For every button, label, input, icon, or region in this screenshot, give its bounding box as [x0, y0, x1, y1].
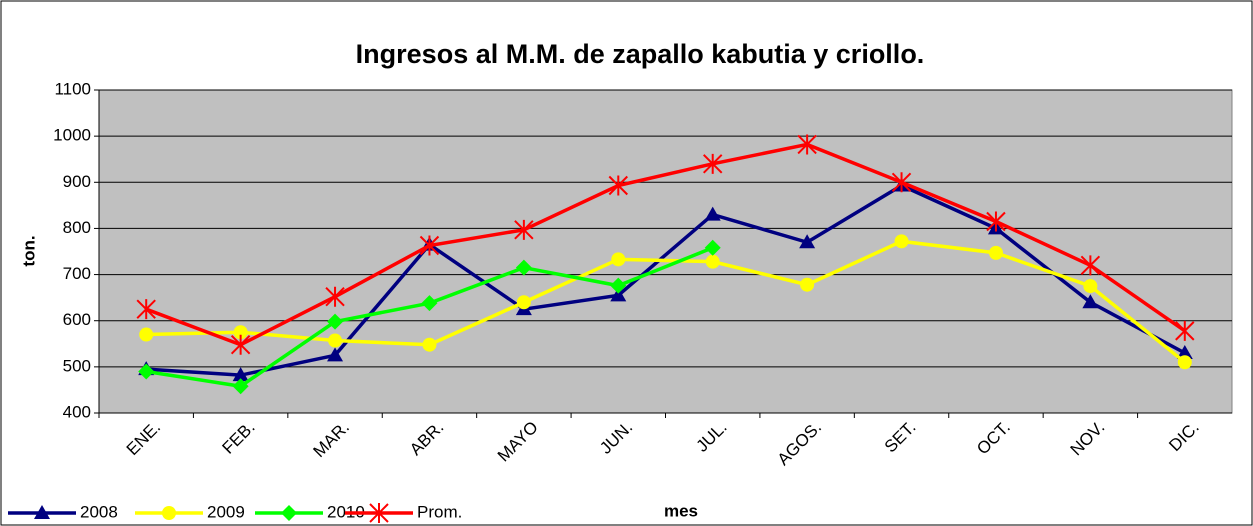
legend-label: 2009 — [207, 502, 245, 521]
marker — [136, 299, 156, 320]
marker — [988, 245, 1003, 260]
marker — [139, 327, 154, 342]
y-tick-label: 1100 — [54, 79, 91, 98]
marker — [419, 235, 440, 256]
marker — [232, 367, 249, 382]
marker — [891, 172, 912, 193]
marker — [422, 337, 437, 352]
marker — [799, 234, 816, 249]
series-line — [146, 239, 1186, 364]
marker — [232, 378, 249, 395]
marker — [327, 313, 344, 330]
x-axis-label: mes — [664, 501, 698, 520]
marker — [515, 259, 532, 276]
legend-marker — [281, 505, 297, 521]
marker — [1177, 355, 1192, 370]
marker — [703, 153, 723, 174]
marker — [894, 234, 909, 249]
chart-title: Ingresos al M.M. de zapallo kabutia y cr… — [356, 39, 925, 69]
y-tick-label: 500 — [63, 356, 91, 375]
marker — [138, 363, 155, 380]
series-line — [146, 183, 1186, 377]
y-tick-label: 400 — [63, 402, 91, 421]
legend-label: Prom. — [417, 502, 462, 521]
marker — [1080, 255, 1101, 276]
marker — [328, 333, 343, 348]
y-tick-label: 700 — [63, 264, 91, 283]
marker — [704, 206, 721, 221]
marker — [516, 295, 531, 310]
marker — [608, 175, 628, 196]
marker — [986, 211, 1006, 232]
marker — [610, 277, 627, 294]
legend-marker — [34, 505, 50, 519]
y-tick-label: 1000 — [53, 126, 91, 145]
legend-marker — [369, 503, 389, 523]
y-tick-label: 900 — [63, 172, 91, 191]
marker — [514, 219, 534, 240]
series-line — [145, 142, 1186, 347]
marker — [1082, 294, 1099, 309]
marker — [1083, 279, 1098, 294]
legend-label: 2008 — [80, 502, 118, 521]
marker — [797, 134, 817, 155]
y-tick-label: 800 — [63, 218, 91, 237]
marker — [325, 286, 345, 307]
marker — [327, 347, 344, 362]
marker — [421, 295, 438, 312]
marker — [230, 334, 251, 355]
marker — [1175, 320, 1195, 341]
marker — [705, 254, 720, 269]
marker — [800, 277, 815, 292]
marker — [611, 252, 626, 267]
y-tick-label: 600 — [63, 310, 91, 329]
plot-area — [98, 89, 1233, 414]
marker — [1176, 345, 1193, 360]
y-axis-label: ton. — [19, 235, 38, 266]
marker — [610, 287, 627, 302]
marker — [704, 239, 721, 256]
legend-marker — [162, 506, 176, 520]
marker — [233, 325, 248, 340]
